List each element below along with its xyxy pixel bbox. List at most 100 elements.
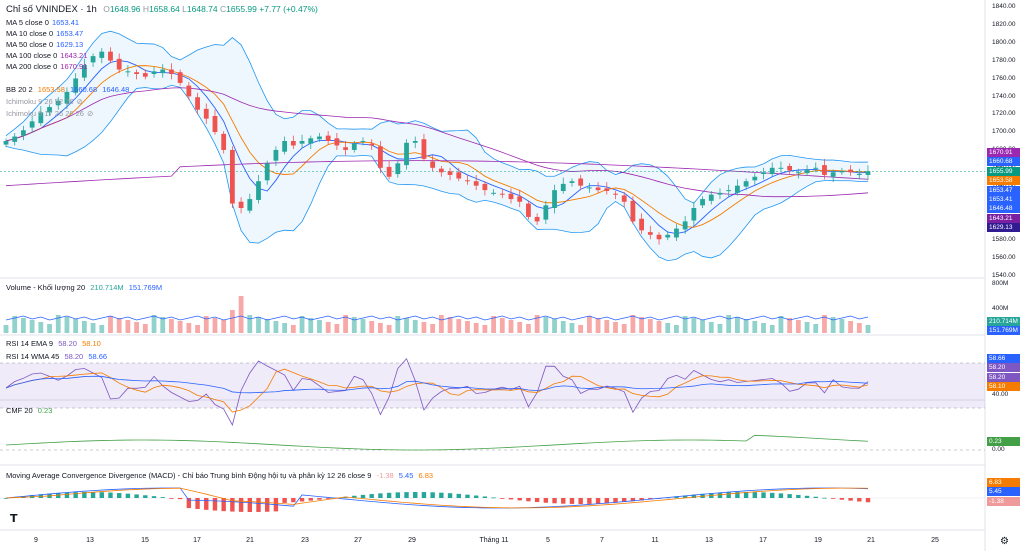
ma-legend-row[interactable]: MA 5 close 0 1653.41 (6, 17, 90, 28)
candle-body (682, 221, 688, 230)
macd-hist-bar (421, 492, 427, 498)
eye-hidden-icon[interactable]: ⊘ (76, 97, 83, 106)
ichimoku-legend-2[interactable]: Ichimoku 9 17 26 26 26 ⊘ (6, 108, 96, 119)
rsi-ema-legend[interactable]: RSI 14 EMA 9 58.20 58.10 (6, 338, 104, 349)
macd-hist-bar (569, 498, 575, 504)
open-value: 1648.96 (109, 4, 141, 14)
candle-body (482, 183, 488, 191)
candle-body (395, 163, 401, 175)
candle-body (595, 187, 601, 191)
rsi-wma-legend[interactable]: RSI 14 WMA 45 58.20 58.66 (6, 351, 110, 362)
candle-body (526, 203, 531, 217)
macd-hist-bar (743, 492, 749, 498)
price-tick: 1580.00 (992, 235, 1016, 243)
high-value: 1658.64 (149, 4, 180, 14)
candle-body (761, 172, 766, 175)
value-badge: 1653.41 (987, 195, 1020, 204)
candle-body (674, 228, 679, 238)
candle-body (3, 141, 9, 145)
value-badge: 1653.58 (987, 176, 1020, 186)
tradingview-logo-icon[interactable]: 𝗧 (10, 512, 18, 525)
time-label: 21 (246, 537, 254, 544)
volume-bar (856, 323, 862, 333)
value-badge: 58.66 (987, 354, 1020, 363)
candle-body (221, 133, 227, 150)
macd-hist-bar (177, 498, 183, 500)
bb-basis-line (5, 65, 869, 228)
volume-bar (804, 322, 810, 333)
volume-tick-800: 800M (992, 280, 1009, 287)
volume-bar (108, 316, 113, 333)
rsi-ema-value-1: 58.20 (58, 339, 77, 348)
volume-bar (830, 317, 836, 333)
macd-hist-bar (465, 494, 470, 498)
volume-bar (526, 324, 531, 333)
volume-bar (3, 325, 9, 333)
volume-bar (586, 316, 592, 333)
volume-bar (639, 317, 645, 333)
candle-body (508, 193, 514, 200)
ma200-line (5, 160, 869, 187)
volume-bar (508, 320, 514, 333)
price-tick: 1560.00 (992, 253, 1016, 261)
macd-hist-bar (796, 494, 801, 498)
candle-body (412, 141, 418, 143)
time-label: 17 (759, 537, 767, 544)
time-label: 9 (34, 537, 38, 544)
volume-bar (621, 324, 627, 333)
macd-hist-bar (587, 498, 592, 504)
cmf-legend[interactable]: CMF 20 0.23 (6, 405, 55, 416)
volume-badge-1: 210.714M (987, 317, 1020, 326)
volume-bar (822, 315, 827, 333)
ma-legend-row[interactable]: MA 50 close 0 1629.13 (6, 39, 90, 50)
candle-body (186, 85, 192, 97)
bb-value-2: 1660.68 (70, 85, 98, 94)
macd-hist-bar (552, 498, 557, 504)
candle-body (378, 146, 383, 168)
price-tick: 1800.00 (992, 38, 1016, 46)
macd-legend[interactable]: Moving Average Convergence Divergence (M… (6, 470, 436, 481)
candle-body (491, 192, 496, 194)
volume-bar (421, 322, 427, 333)
price-tick: 1640.00 (992, 182, 1016, 189)
macd-hist-bar (116, 493, 122, 498)
ma-legend-row[interactable]: MA 100 close 0 1643.21 (6, 50, 90, 61)
bb-fill (6, 31, 868, 261)
volume-ma-line (5, 315, 869, 321)
ma-legend-value: 1653.47 (56, 29, 84, 38)
bb-lower-line (5, 84, 869, 262)
volume-bar (273, 321, 279, 333)
bb-legend[interactable]: BB 20 2 1653.58 1660.68 1646.48 (6, 84, 132, 95)
volume-badge-2: 151.769M (987, 326, 1020, 335)
macd-line (5, 487, 869, 509)
time-label: 19 (814, 537, 822, 544)
macd-hist-bar (265, 498, 270, 512)
ma-legend-row[interactable]: MA 10 close 0 1653.47 (6, 28, 90, 39)
candle-body (386, 166, 392, 177)
macd-hist-bar (526, 498, 531, 502)
volume-bar (308, 318, 314, 333)
symbol-title[interactable]: Chỉ số VNINDEX · 1h (6, 4, 97, 15)
candle-body (656, 234, 662, 240)
macd-hist-bar (761, 492, 766, 498)
cmf-label: CMF 20 (6, 406, 33, 415)
volume-bar (55, 315, 61, 333)
volume-bar (151, 315, 157, 333)
close-label: C (220, 4, 227, 14)
macd-hist-bar (778, 493, 784, 498)
macd-hist-bar (230, 498, 235, 512)
candle-body (21, 130, 26, 136)
ma-legend-value: 1629.13 (56, 40, 84, 49)
ma-legend-row[interactable]: MA 200 close 0 1670.91 (6, 61, 90, 72)
settings-icon[interactable]: ⚙ (1000, 536, 1009, 547)
volume-bar (787, 318, 793, 333)
time-label: 27 (354, 537, 362, 544)
ichimoku-legend-1[interactable]: Ichimoku 9 26 52 26 ⊘ (6, 96, 86, 107)
macd-hist-bar (804, 495, 810, 498)
volume-legend[interactable]: Volume - Khối lượng 20 210.714M 151.769M (6, 282, 165, 293)
value-badge: -1.38 (987, 496, 1020, 506)
volume-bar (647, 319, 653, 333)
eye-hidden-icon[interactable]: ⊘ (86, 109, 94, 118)
